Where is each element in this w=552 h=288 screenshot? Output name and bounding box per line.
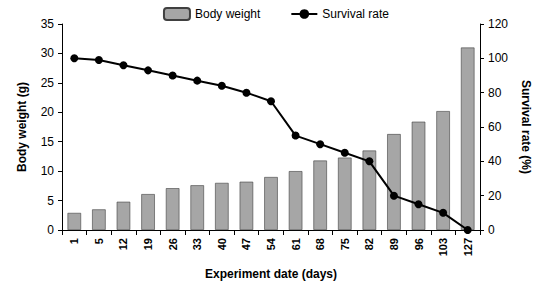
svg-text:5: 5 bbox=[47, 194, 54, 208]
svg-text:47: 47 bbox=[240, 238, 252, 250]
svg-text:19: 19 bbox=[142, 238, 154, 250]
svg-text:68: 68 bbox=[314, 238, 326, 250]
svg-text:Body weight: Body weight bbox=[195, 7, 261, 21]
svg-text:26: 26 bbox=[167, 238, 179, 250]
svg-text:0: 0 bbox=[488, 223, 495, 237]
svg-text:Survival rate: Survival rate bbox=[322, 7, 389, 21]
svg-text:82: 82 bbox=[363, 238, 375, 250]
svg-text:61: 61 bbox=[290, 238, 302, 250]
svg-text:127: 127 bbox=[462, 238, 474, 256]
svg-text:0: 0 bbox=[47, 223, 54, 237]
svg-text:35: 35 bbox=[41, 17, 55, 31]
svg-text:Survival rate (%): Survival rate (%) bbox=[519, 80, 533, 174]
svg-text:25: 25 bbox=[41, 76, 55, 90]
svg-text:60: 60 bbox=[488, 120, 502, 134]
svg-text:10: 10 bbox=[41, 164, 55, 178]
svg-text:Body weight (g): Body weight (g) bbox=[15, 82, 29, 172]
svg-text:12: 12 bbox=[117, 238, 129, 250]
svg-text:1: 1 bbox=[68, 238, 80, 244]
svg-text:54: 54 bbox=[265, 237, 277, 250]
svg-text:Experiment date (days): Experiment date (days) bbox=[205, 267, 337, 281]
svg-text:5: 5 bbox=[93, 238, 105, 244]
svg-text:120: 120 bbox=[488, 17, 508, 31]
svg-text:80: 80 bbox=[488, 86, 502, 100]
svg-text:15: 15 bbox=[41, 135, 55, 149]
svg-text:33: 33 bbox=[191, 238, 203, 250]
svg-text:100: 100 bbox=[488, 51, 508, 65]
svg-text:75: 75 bbox=[339, 238, 351, 250]
svg-text:89: 89 bbox=[388, 238, 400, 250]
svg-text:20: 20 bbox=[488, 189, 502, 203]
svg-text:30: 30 bbox=[41, 46, 55, 60]
svg-text:20: 20 bbox=[41, 105, 55, 119]
svg-text:96: 96 bbox=[413, 238, 425, 250]
svg-text:103: 103 bbox=[437, 238, 449, 256]
svg-text:40: 40 bbox=[216, 238, 228, 250]
svg-text:40: 40 bbox=[488, 154, 502, 168]
